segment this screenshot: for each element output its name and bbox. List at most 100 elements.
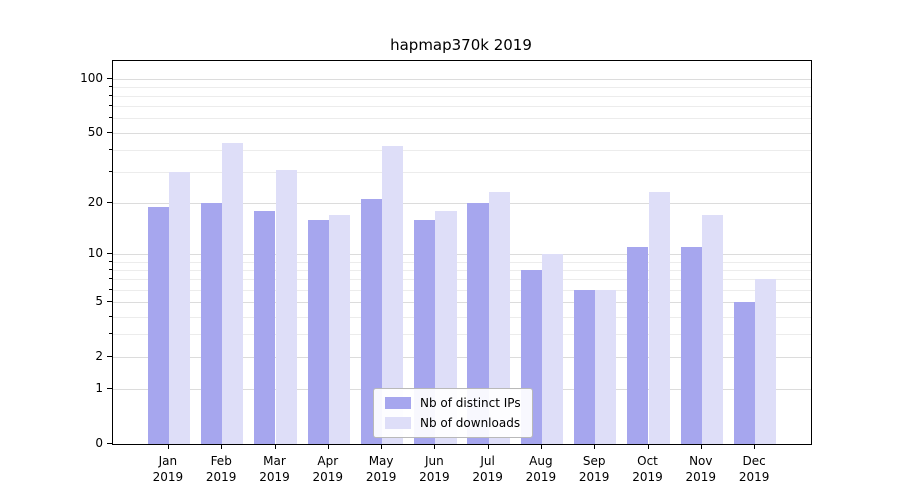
x-tick-month: Nov bbox=[689, 454, 713, 468]
gridline-major-50 bbox=[113, 132, 811, 134]
bar-distinct-ips-mar bbox=[254, 210, 276, 444]
x-axis-tick-label-jan: Jan 2019 bbox=[140, 453, 196, 485]
legend-label-downloads: Nb of downloads bbox=[420, 416, 521, 430]
gridline-minor-9 bbox=[113, 261, 811, 263]
bar-downloads-jul bbox=[488, 192, 510, 444]
plot-area: Nb of distinct IPs Nb of downloads bbox=[112, 60, 812, 445]
bar-downloads-sep bbox=[595, 289, 617, 444]
gridline-minor-70 bbox=[113, 106, 811, 108]
x-axis-tick-label-jun: Jun 2019 bbox=[406, 453, 462, 485]
legend-item-downloads: Nb of downloads bbox=[385, 416, 521, 430]
y-minor-tick-mark-70 bbox=[109, 105, 112, 107]
gridline-minor-8 bbox=[113, 270, 811, 271]
y-minor-tick-mark-8 bbox=[109, 269, 112, 270]
gridline-minor-40 bbox=[113, 149, 811, 151]
bar-downloads-dec bbox=[755, 279, 777, 444]
legend-label-distinct-ips: Nb of distinct IPs bbox=[420, 396, 521, 410]
x-tick-month: Sep bbox=[582, 454, 606, 468]
legend-item-distinct-ips: Nb of distinct IPs bbox=[385, 396, 521, 410]
bar-distinct-ips-nov bbox=[680, 247, 702, 444]
x-axis-tick-label-dec: Dec 2019 bbox=[726, 453, 782, 485]
x-tick-year: 2019 bbox=[472, 470, 503, 484]
x-axis-tick-label-feb: Feb 2019 bbox=[193, 453, 249, 485]
x-tick-mark-oct bbox=[647, 444, 649, 449]
y-axis-tick-label-50: 50 bbox=[87, 124, 103, 139]
x-tick-mark-may bbox=[381, 444, 383, 449]
bar-downloads-oct bbox=[648, 192, 670, 444]
y-axis-tick-label-100: 100 bbox=[80, 70, 103, 85]
x-tick-year: 2019 bbox=[365, 470, 397, 484]
x-axis-tick-label-may: May 2019 bbox=[353, 453, 409, 485]
x-tick-mark-dec bbox=[754, 444, 756, 449]
x-axis-tick-label-aug: Aug 2019 bbox=[513, 453, 569, 485]
y-minor-tick-mark-90 bbox=[109, 85, 112, 87]
y-tick-mark-0 bbox=[107, 443, 112, 444]
x-tick-mark-apr bbox=[327, 444, 329, 449]
legend: Nb of distinct IPs Nb of downloads bbox=[373, 388, 533, 438]
x-axis-tick-label-nov: Nov 2019 bbox=[673, 453, 729, 485]
y-minor-tick-mark-60 bbox=[109, 117, 112, 119]
gridline-minor-60 bbox=[113, 118, 811, 120]
x-tick-month: Aug bbox=[529, 454, 553, 468]
bar-distinct-ips-oct bbox=[627, 247, 649, 444]
gridline-major-100 bbox=[113, 78, 811, 80]
x-tick-month: Dec bbox=[742, 454, 766, 468]
x-axis-tick-label-mar: Mar 2019 bbox=[247, 453, 303, 485]
legend-swatch-downloads bbox=[385, 417, 411, 429]
bar-distinct-ips-jun bbox=[414, 219, 436, 444]
bar-downloads-jan bbox=[168, 172, 191, 444]
x-tick-month: Jan bbox=[158, 454, 178, 468]
y-minor-tick-mark-80 bbox=[109, 95, 112, 96]
gridline-minor-4 bbox=[113, 316, 811, 318]
x-tick-mark-sep bbox=[594, 444, 596, 449]
gridline-minor-80 bbox=[113, 96, 811, 97]
gridline-minor-90 bbox=[113, 86, 811, 88]
bar-distinct-ips-may bbox=[360, 199, 383, 444]
x-axis-tick-label-oct: Oct 2019 bbox=[620, 453, 676, 485]
gridline-minor-6 bbox=[113, 289, 811, 291]
y-tick-mark-100 bbox=[107, 77, 112, 79]
bar-downloads-may bbox=[382, 146, 404, 444]
x-tick-month: Feb bbox=[210, 454, 232, 468]
bar-downloads-jun bbox=[435, 210, 457, 444]
x-tick-mark-nov bbox=[700, 444, 702, 449]
bar-downloads-feb bbox=[222, 142, 244, 444]
x-axis-tick-label-apr: Apr 2019 bbox=[300, 453, 356, 485]
x-tick-year: 2019 bbox=[578, 470, 610, 484]
y-tick-mark-5 bbox=[107, 301, 112, 303]
bar-distinct-ips-sep bbox=[573, 289, 596, 444]
x-tick-mark-mar bbox=[274, 444, 276, 449]
bar-downloads-aug bbox=[541, 254, 564, 444]
x-tick-year: 2019 bbox=[205, 470, 237, 484]
bar-distinct-ips-feb bbox=[200, 202, 223, 444]
y-axis-tick-label-2: 2 bbox=[95, 349, 103, 363]
y-axis-tick-label-0: 0 bbox=[95, 436, 103, 450]
x-tick-month: Jun bbox=[425, 454, 444, 468]
y-axis-tick-label-1: 1 bbox=[95, 381, 103, 396]
y-tick-mark-20 bbox=[107, 201, 112, 203]
x-tick-year: 2019 bbox=[259, 470, 290, 484]
y-tick-mark-1 bbox=[107, 388, 112, 390]
y-tick-mark-50 bbox=[107, 131, 112, 133]
y-minor-tick-mark-6 bbox=[109, 288, 112, 290]
y-axis-tick-label-10: 10 bbox=[87, 246, 103, 261]
x-axis-tick-label-sep: Sep 2019 bbox=[566, 453, 622, 485]
y-axis-tick-label-5: 5 bbox=[95, 294, 103, 309]
x-tick-month: May bbox=[368, 454, 394, 468]
x-tick-year: 2019 bbox=[738, 470, 770, 484]
bar-distinct-ips-jan bbox=[147, 206, 169, 444]
x-tick-mark-jun bbox=[434, 444, 436, 449]
x-tick-month: Mar bbox=[263, 454, 286, 468]
x-tick-year: 2019 bbox=[525, 470, 557, 484]
gridline-minor-7 bbox=[113, 279, 811, 281]
gridline-major-2 bbox=[113, 357, 811, 358]
gridline-minor-3 bbox=[113, 334, 811, 336]
x-tick-mark-jan bbox=[167, 444, 169, 449]
bar-downloads-apr bbox=[328, 215, 351, 444]
x-tick-year: 2019 bbox=[419, 470, 450, 484]
x-tick-month: Oct bbox=[637, 454, 658, 468]
x-tick-mark-feb bbox=[221, 444, 223, 449]
bar-distinct-ips-dec bbox=[733, 302, 755, 444]
x-tick-year: 2019 bbox=[152, 470, 184, 484]
